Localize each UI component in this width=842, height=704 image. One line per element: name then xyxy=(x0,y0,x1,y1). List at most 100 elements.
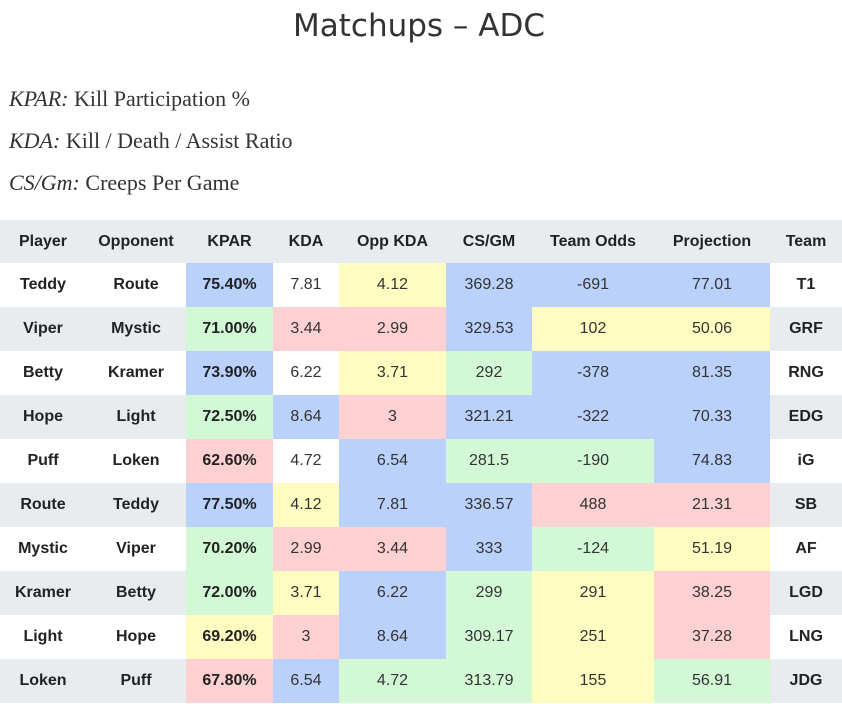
header-player[interactable]: Player xyxy=(0,220,86,263)
header-kda[interactable]: KDA xyxy=(273,220,339,263)
cell-kda: 7.81 xyxy=(290,276,322,293)
cell-player: Betty xyxy=(22,364,63,381)
cell-kda: 6.22 xyxy=(290,364,322,381)
cell-player: Mystic xyxy=(18,540,68,557)
cell-kpar: 72.50% xyxy=(186,395,273,439)
header-team[interactable]: Team xyxy=(770,220,842,263)
matchups-table: Player Opponent KPAR KDA Opp KDA CS/GM T… xyxy=(0,220,842,703)
cell-kpar: 71.00% xyxy=(186,307,273,351)
cell-cs-gm: 321.21 xyxy=(446,395,532,439)
cell-opponent: Route xyxy=(113,276,159,293)
header-opponent[interactable]: Opponent xyxy=(86,220,186,263)
cell-kpar: 77.50% xyxy=(186,483,273,527)
cell-opponent: Mystic xyxy=(86,307,186,351)
cell-team: iG xyxy=(797,452,815,469)
cell-opp-kda: 4.72 xyxy=(339,659,446,703)
cell-team-odds: 155 xyxy=(532,659,654,703)
cell-kpar: 72.00% xyxy=(186,571,273,615)
table-row: Route Teddy 77.50% 4.12 7.81 336.57 488 21.31 SB xyxy=(0,483,842,527)
cell-player: Kramer xyxy=(0,571,86,615)
cell-opponent: Puff xyxy=(86,659,186,703)
page-title: Matchups – ADC xyxy=(293,8,545,44)
cell-opp-kda: 6.22 xyxy=(339,571,446,615)
table-row: Loken Puff 67.80% 6.54 4.72 313.79 155 56.91 JDG xyxy=(0,659,842,703)
table-row: Mystic Viper 70.20% 2.99 3.44 333 -124 51.19 AF xyxy=(0,527,842,571)
cell-kda: 4.12 xyxy=(273,483,339,527)
table-row: Kramer Betty 72.00% 3.71 6.22 299 291 38.25 LGD xyxy=(0,571,842,615)
cell-player: Route xyxy=(0,483,86,527)
header-team-odds[interactable]: Team Odds xyxy=(532,220,654,263)
cell-team-odds: -124 xyxy=(532,527,654,571)
cell-team: LGD xyxy=(770,571,842,615)
cell-team: LNG xyxy=(789,628,823,645)
cell-cs-gm: 299 xyxy=(446,571,532,615)
table-row: Hope Light 72.50% 8.64 3 321.21 -322 70.33 EDG xyxy=(0,395,842,439)
legend-term: KPAR: xyxy=(9,86,69,111)
cell-cs-gm: 281.5 xyxy=(446,439,532,483)
cell-team: SB xyxy=(770,483,842,527)
cell-kpar: 69.20% xyxy=(186,615,273,659)
cell-cs-gm: 336.57 xyxy=(446,483,532,527)
header-kpar[interactable]: KPAR xyxy=(186,220,273,263)
cell-opponent: Betty xyxy=(86,571,186,615)
cell-opp-kda: 4.12 xyxy=(339,263,446,307)
cell-kda: 4.72 xyxy=(290,452,322,469)
cell-cs-gm: 309.17 xyxy=(446,615,532,659)
cell-kda: 3 xyxy=(273,615,339,659)
cell-cs-gm: 329.53 xyxy=(446,307,532,351)
table-row: Viper Mystic 71.00% 3.44 2.99 329.53 102 50.06 G… xyxy=(0,307,842,351)
cell-cs-gm: 369.28 xyxy=(446,263,532,307)
cell-team-odds: -322 xyxy=(532,395,654,439)
cell-kda: 3.44 xyxy=(273,307,339,351)
legend-term: CS/Gm: xyxy=(9,170,80,195)
cell-projection: 77.01 xyxy=(654,263,770,307)
cell-kpar: 75.40% xyxy=(186,263,273,307)
cell-team: RNG xyxy=(788,364,824,381)
cell-team-odds: -378 xyxy=(532,351,654,395)
cell-player: Loken xyxy=(0,659,86,703)
cell-opponent: Loken xyxy=(112,452,160,469)
cell-player: Puff xyxy=(27,452,59,469)
table-header-row: Player Opponent KPAR KDA Opp KDA CS/GM T… xyxy=(0,220,842,263)
header-cs-gm[interactable]: CS/GM xyxy=(446,220,532,263)
cell-cs-gm: 333 xyxy=(446,527,532,571)
cell-team-odds: -190 xyxy=(532,439,654,483)
cell-opp-kda: 3 xyxy=(339,395,446,439)
cell-kda: 8.64 xyxy=(273,395,339,439)
cell-opponent: Teddy xyxy=(86,483,186,527)
cell-team-odds: 291 xyxy=(532,571,654,615)
legend-cs-gm: CS/Gm: Creeps Per Game xyxy=(9,170,239,196)
cell-opp-kda: 8.64 xyxy=(339,615,446,659)
cell-team-odds: 251 xyxy=(532,615,654,659)
cell-projection: 51.19 xyxy=(654,527,770,571)
table-row: Teddy Route 75.40% 7.81 4.12 369.28 -691 77.01 T… xyxy=(0,263,842,307)
cell-kda: 2.99 xyxy=(273,527,339,571)
cell-cs-gm: 313.79 xyxy=(446,659,532,703)
cell-projection: 37.28 xyxy=(654,615,770,659)
cell-team: T1 xyxy=(796,276,816,293)
cell-player: Teddy xyxy=(20,276,66,293)
cell-opponent: Light xyxy=(86,395,186,439)
cell-projection: 81.35 xyxy=(654,351,770,395)
cell-opponent: Viper xyxy=(116,540,156,557)
header-projection[interactable]: Projection xyxy=(654,220,770,263)
cell-cs-gm: 292 xyxy=(446,351,532,395)
legend-term: KDA: xyxy=(9,128,61,153)
table-row: Light Hope 69.20% 3 8.64 309.17 251 37.28 LNG xyxy=(0,615,842,659)
cell-team-odds: 488 xyxy=(532,483,654,527)
cell-team: EDG xyxy=(770,395,842,439)
cell-opponent: Hope xyxy=(116,628,156,645)
cell-team: AF xyxy=(795,540,817,557)
cell-kpar: 62.60% xyxy=(186,439,273,483)
cell-kda: 3.71 xyxy=(273,571,339,615)
cell-team-odds: -691 xyxy=(532,263,654,307)
cell-projection: 56.91 xyxy=(654,659,770,703)
cell-team: GRF xyxy=(770,307,842,351)
cell-kpar: 70.20% xyxy=(186,527,273,571)
table-row: Puff Loken 62.60% 4.72 6.54 281.5 -190 74.83 iG xyxy=(0,439,842,483)
legend-kpar: KPAR: Kill Participation % xyxy=(9,86,250,112)
cell-kda: 6.54 xyxy=(273,659,339,703)
header-opp-kda[interactable]: Opp KDA xyxy=(339,220,446,263)
legend-kda: KDA: Kill / Death / Assist Ratio xyxy=(9,128,293,154)
cell-projection: 50.06 xyxy=(654,307,770,351)
